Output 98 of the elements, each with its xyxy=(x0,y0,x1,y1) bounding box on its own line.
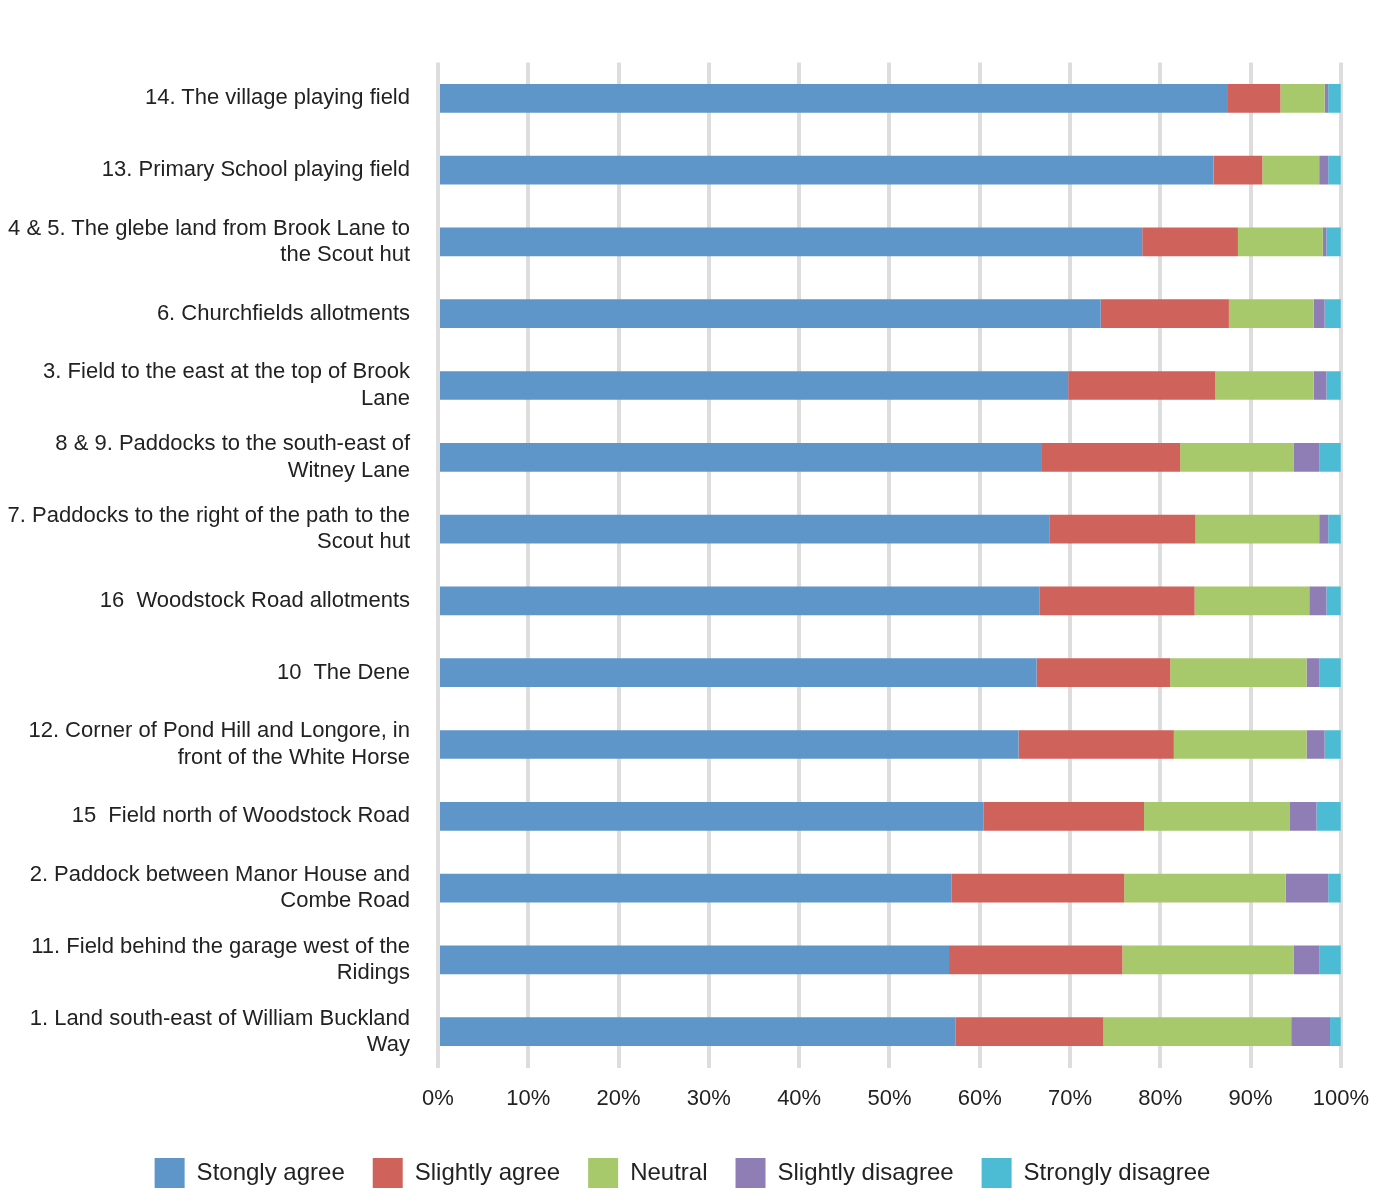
bar xyxy=(1262,155,1320,185)
bar xyxy=(1316,801,1341,831)
legend-label: Slightly disagree xyxy=(777,1157,954,1185)
bar xyxy=(1195,514,1320,544)
bar xyxy=(440,299,1101,329)
bar xyxy=(440,83,1228,113)
bar xyxy=(440,371,1069,400)
bar xyxy=(1194,586,1310,616)
bar xyxy=(1313,299,1325,329)
x-tick-label: 70% xyxy=(1047,1084,1093,1110)
x-tick-label: 50% xyxy=(867,1084,912,1110)
bar xyxy=(1293,442,1320,472)
x-tick-label: 10% xyxy=(506,1084,551,1110)
y-tick-label: 14. The village playing field xyxy=(145,84,410,110)
bar xyxy=(1228,299,1314,329)
legend-label: Slightly agree xyxy=(414,1157,561,1185)
bar xyxy=(1328,83,1341,113)
bar xyxy=(1227,83,1281,113)
bar xyxy=(440,227,1143,257)
legend-label: Strongly disagree xyxy=(1023,1157,1211,1185)
x-tick-label: 20% xyxy=(596,1084,641,1110)
y-tick-label: 6. Churchfields allotments xyxy=(156,299,410,325)
y-tick-label: 11. Field behind the garage west of the Ridings xyxy=(31,932,410,985)
legend-label: Neutral xyxy=(630,1157,708,1185)
bar xyxy=(1328,514,1341,544)
bar xyxy=(955,1017,1104,1047)
bar xyxy=(440,873,952,903)
y-tick-label: 8 & 9. Paddocks to the south-east of Witney Lane xyxy=(55,430,411,482)
bar xyxy=(1036,658,1171,688)
y-tick-label: 3. Field to the east at the top of Brook Lane xyxy=(43,358,411,410)
bar xyxy=(951,873,1125,903)
bar xyxy=(1289,801,1317,831)
bar xyxy=(1213,155,1263,185)
y-tick-label: 15 Field north of Woodstock Road xyxy=(71,802,410,828)
bar xyxy=(1173,730,1307,759)
y-tick-label: 4 & 5. The glebe land from Brook Lane to the Scout hut xyxy=(8,214,410,267)
x-tick-label: 90% xyxy=(1228,1084,1273,1110)
x-tick-label: 40% xyxy=(777,1084,822,1110)
bar xyxy=(1319,442,1341,472)
bar xyxy=(440,945,950,975)
bar xyxy=(1326,586,1341,616)
y-tick-label: 16 Woodstock Road allotments xyxy=(99,586,410,612)
bar xyxy=(1324,730,1341,759)
bar xyxy=(1319,155,1329,185)
bar xyxy=(1142,227,1238,257)
bar xyxy=(1328,155,1341,185)
bar xyxy=(440,155,1214,185)
bar xyxy=(440,658,1037,688)
bar xyxy=(1039,586,1195,616)
y-tick-label: 7. Paddocks to the right of the path to the Scout hut xyxy=(7,501,410,554)
bar xyxy=(1328,873,1341,903)
legend-label: Stongly agree xyxy=(196,1157,345,1185)
bar xyxy=(1100,299,1229,329)
bar xyxy=(1309,586,1327,616)
bar xyxy=(1306,658,1320,688)
bar xyxy=(440,442,1042,472)
x-tick-label: 80% xyxy=(1138,1084,1183,1110)
bar xyxy=(1291,1017,1331,1047)
bar xyxy=(440,1017,956,1047)
bar xyxy=(1319,945,1341,975)
x-tick-label: 60% xyxy=(957,1084,1002,1110)
bar xyxy=(1144,801,1290,831)
bar xyxy=(1326,371,1341,400)
y-tick-label: 2. Paddock between Manor House and Combe Road xyxy=(29,860,410,913)
x-tick-label: 30% xyxy=(686,1084,731,1110)
bar xyxy=(1170,658,1307,688)
bar xyxy=(1180,442,1294,472)
bar xyxy=(1049,514,1196,544)
bar xyxy=(1326,227,1341,257)
y-tick-label: 1. Land south-east of William Buckland Way xyxy=(29,1004,410,1056)
bar xyxy=(1041,442,1181,472)
bar xyxy=(1330,1017,1341,1047)
x-tick-label: 100% xyxy=(1312,1084,1370,1110)
bar xyxy=(440,730,1019,759)
bar xyxy=(1293,945,1320,975)
bar xyxy=(983,801,1145,831)
x-tick-label: 0% xyxy=(422,1084,454,1110)
bar xyxy=(1313,371,1327,400)
bar xyxy=(1124,873,1286,903)
y-tick-label: 10 The Dene xyxy=(277,658,410,684)
bar xyxy=(1237,227,1323,257)
bar xyxy=(440,586,1040,616)
bar xyxy=(1280,83,1325,113)
y-tick-label: 12. Corner of Pond Hill and Longore, in front of the White Horse xyxy=(28,717,410,769)
bar xyxy=(1018,730,1174,759)
bar xyxy=(949,945,1123,975)
bar xyxy=(1122,945,1294,975)
bar xyxy=(1103,1017,1292,1047)
bar xyxy=(1319,514,1329,544)
y-tick-label: 13. Primary School playing field xyxy=(101,156,410,182)
bar xyxy=(1215,371,1314,400)
bar xyxy=(1306,730,1325,759)
bar xyxy=(1285,873,1329,903)
bar xyxy=(1068,371,1216,400)
bar xyxy=(1324,299,1341,329)
bar xyxy=(440,514,1050,544)
bar xyxy=(1319,658,1341,688)
bar xyxy=(440,801,984,831)
